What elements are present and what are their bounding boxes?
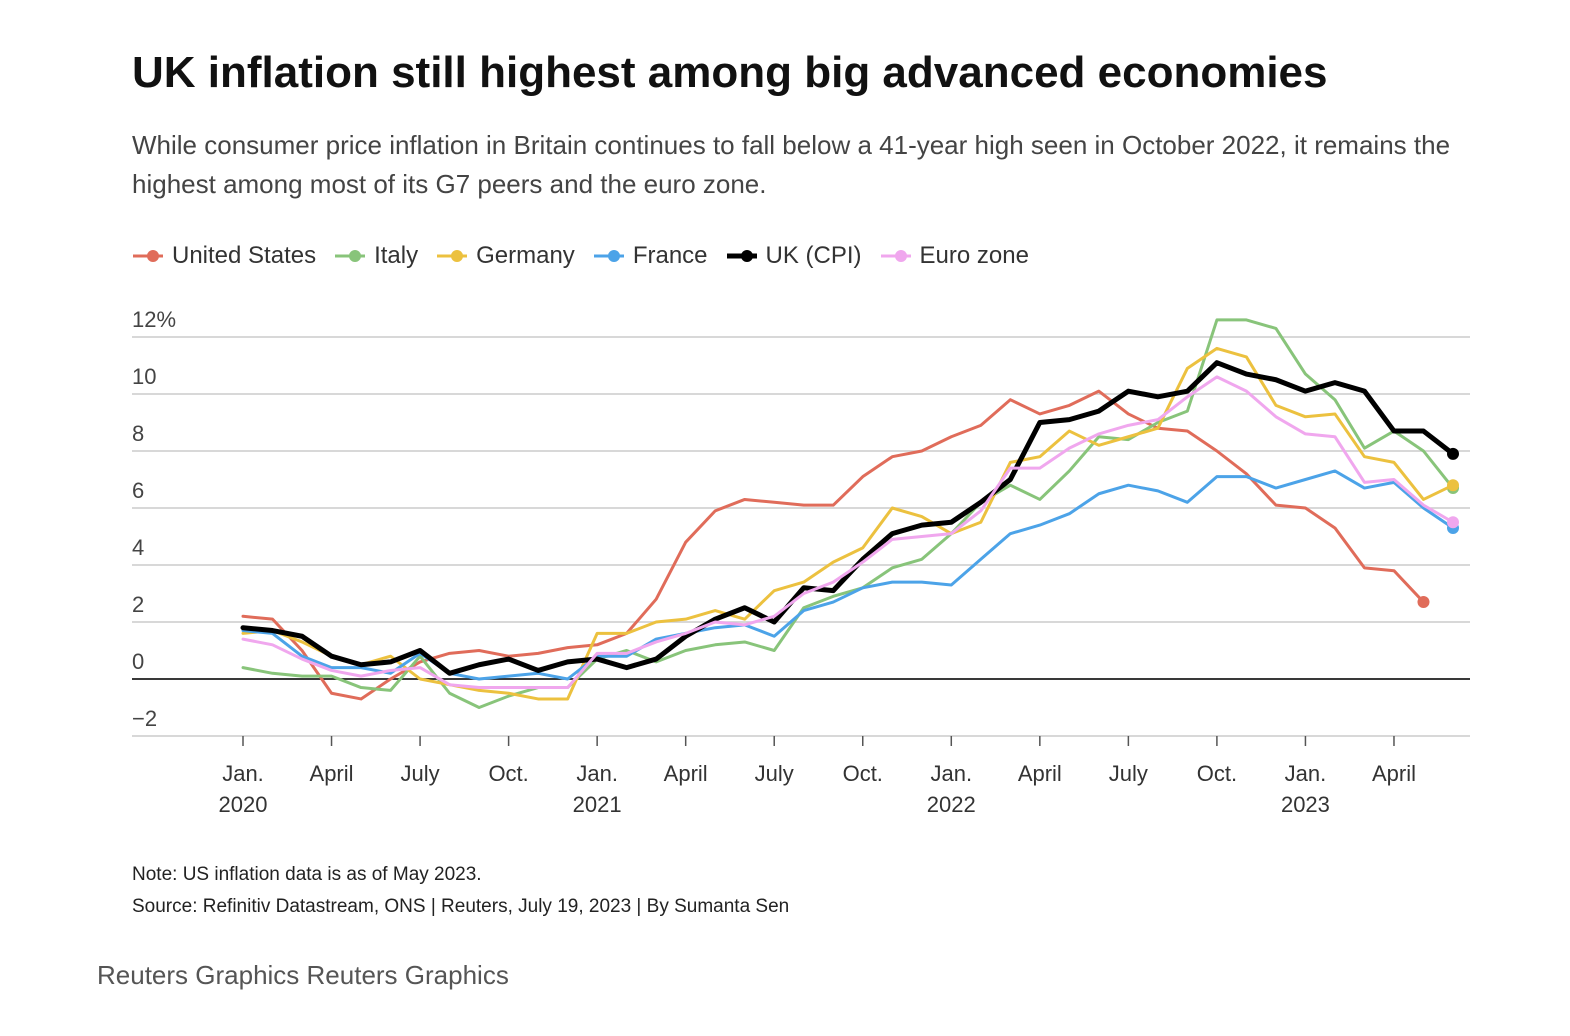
legend-label: Italy: [374, 242, 419, 269]
x-tick-label: Jan. 2021: [572, 761, 622, 817]
legend-dot: [740, 250, 753, 262]
y-tick-label: 2: [132, 592, 144, 617]
y-tick-label: 8: [132, 421, 144, 446]
legend-label: Euro zone: [919, 242, 1029, 269]
x-tick-label: April: [1017, 761, 1062, 786]
chart-title: UK inflation still highest among big adv…: [132, 48, 1328, 97]
legend-swatch: [133, 250, 163, 262]
y-tick-label: 12%: [132, 307, 176, 332]
legend-item: Euro zone: [880, 242, 1029, 270]
legend-label: Germany: [476, 242, 575, 269]
x-tick-label: July: [400, 761, 440, 786]
end-marker: [1447, 516, 1459, 529]
x-tick-label: Oct.: [1196, 761, 1238, 786]
series-line: [240, 360, 1456, 676]
legend-item: France: [593, 242, 708, 270]
x-tick-label: April: [309, 761, 354, 786]
x-tick-label: July: [754, 761, 794, 786]
y-tick-label: −2: [132, 706, 157, 731]
credit: Reuters Graphics Reuters Graphics: [97, 960, 509, 990]
x-tick-label: Oct.: [842, 761, 883, 786]
note: Note: US inflation data is as of May 202…: [132, 864, 482, 885]
x-tick-label: April: [1371, 761, 1416, 786]
legend-dot: [451, 250, 464, 262]
x-tick-label: Oct.: [488, 761, 529, 786]
x-tick-label: April: [663, 761, 708, 786]
y-tick-label: 0: [132, 649, 144, 674]
series-line: [241, 346, 1455, 701]
x-tick-label: Jan. 2023: [1280, 761, 1330, 817]
legend-dot: [894, 250, 907, 262]
legend-swatch: [593, 250, 624, 262]
end-marker: [1447, 447, 1459, 460]
x-tick-label: Jan. 2020: [218, 761, 268, 817]
legend-dot: [607, 250, 620, 262]
legend-swatch: [880, 250, 911, 262]
legend-dot: [349, 250, 362, 262]
legend-label: United States: [172, 242, 317, 269]
end-marker: [1417, 596, 1430, 609]
y-tick-label: 6: [132, 478, 144, 503]
series-line: [241, 318, 1455, 709]
y-tick-label: 4: [132, 535, 144, 560]
source: Source: Refinitiv Datastream, ONS | Reut…: [132, 896, 790, 917]
chart-subtitle: While consumer price inflation in Britai…: [132, 130, 1451, 199]
legend-swatch: [335, 250, 366, 262]
legend-dot: [147, 250, 159, 262]
series-line: [241, 375, 1455, 690]
x-tick-label: July: [1108, 761, 1148, 786]
legend-label: France: [632, 242, 708, 269]
legend: United States Italy Germany France UK (CPI) E…: [132, 242, 1029, 270]
y-tick-label: 10: [132, 364, 156, 389]
legend-item: Germany: [436, 242, 575, 270]
legend-swatch: [437, 250, 468, 262]
legend-swatch: [726, 250, 757, 262]
legend-item: UK (CPI): [726, 242, 862, 270]
legend-label: UK (CPI): [765, 242, 862, 269]
end-marker: [1447, 479, 1459, 492]
legend-item: United States: [132, 242, 316, 270]
series-line: [241, 389, 1425, 701]
legend-item: Italy: [334, 242, 418, 270]
x-tick-label: Jan. 2022: [926, 761, 976, 817]
